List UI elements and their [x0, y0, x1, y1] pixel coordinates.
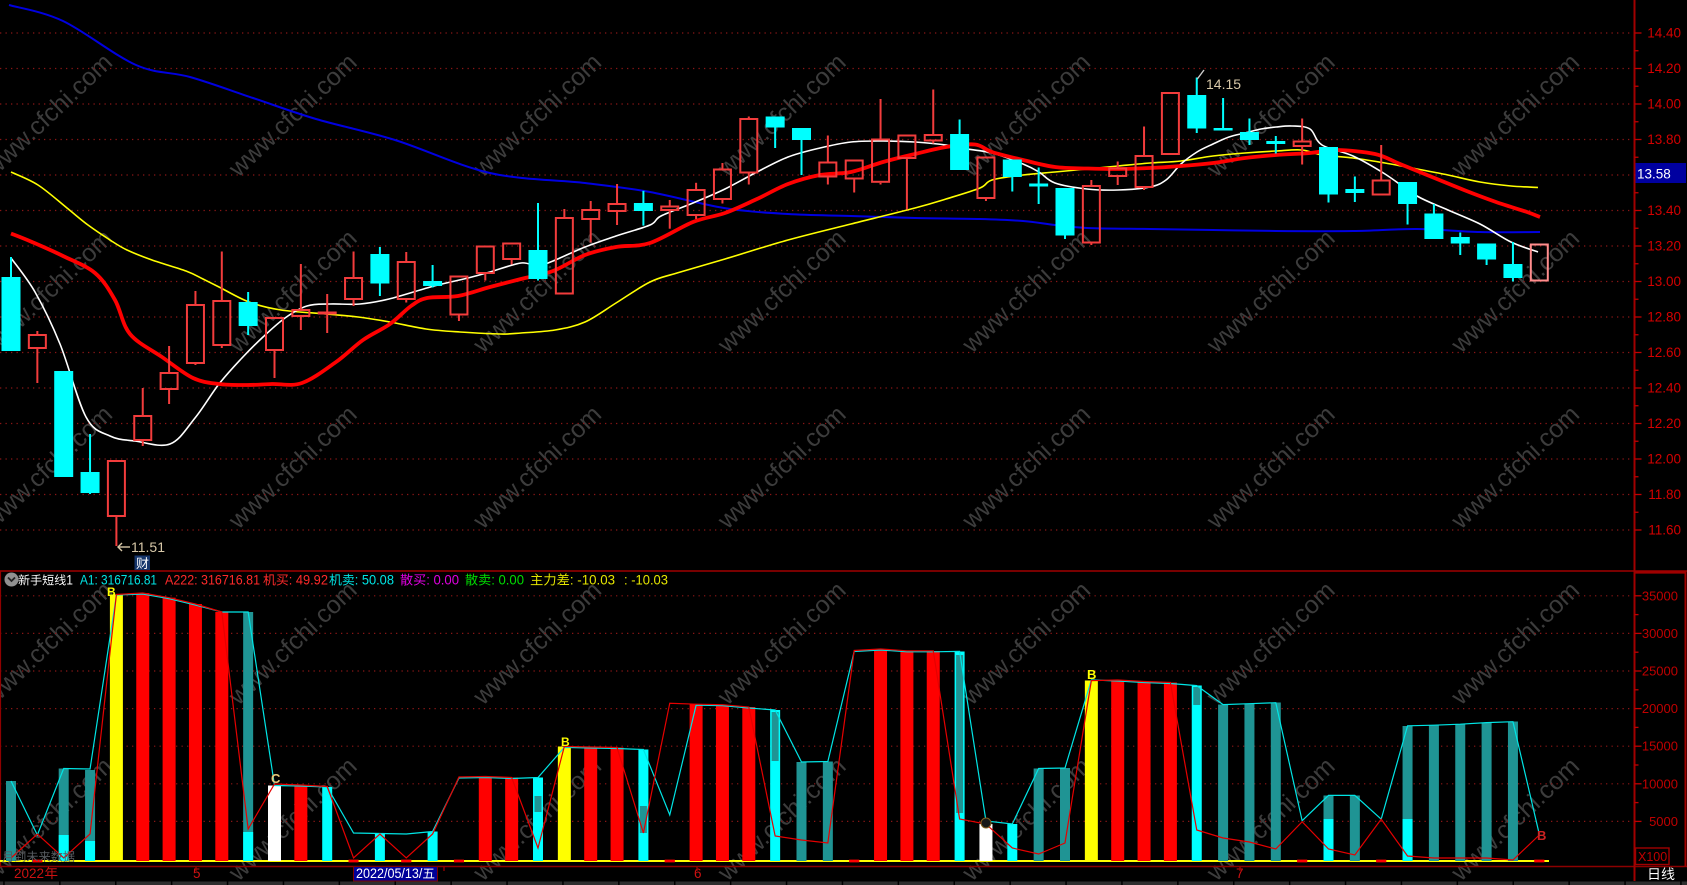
- svg-text:C: C: [271, 771, 281, 786]
- svg-text:7: 7: [1236, 866, 1244, 881]
- svg-text:6: 6: [694, 866, 702, 881]
- svg-text:2022: 2022: [14, 866, 44, 881]
- svg-text:14.00: 14.00: [1647, 97, 1681, 112]
- svg-text:15000: 15000: [1642, 739, 1678, 754]
- svg-text:1: 1: [66, 572, 73, 588]
- svg-text:11.80: 11.80: [1648, 487, 1681, 502]
- svg-text:: 0.00: : 0.00: [426, 572, 459, 588]
- svg-text:12.00: 12.00: [1647, 452, 1681, 467]
- svg-text:13.00: 13.00: [1647, 274, 1681, 289]
- svg-text:13.40: 13.40: [1647, 203, 1681, 218]
- svg-text:14.20: 14.20: [1647, 61, 1681, 76]
- svg-text:14.40: 14.40: [1647, 26, 1681, 41]
- svg-text:20000: 20000: [1642, 701, 1678, 716]
- svg-text:11.51: 11.51: [131, 539, 165, 555]
- svg-text:5: 5: [193, 866, 201, 881]
- svg-text:B: B: [107, 585, 116, 599]
- svg-text:: -10.03: : -10.03: [570, 572, 615, 588]
- svg-text:13.20: 13.20: [1647, 239, 1681, 254]
- svg-text:X100: X100: [1638, 850, 1667, 864]
- svg-text:2022/05/13/: 2022/05/13/: [356, 866, 423, 881]
- svg-text:: -10.03: : -10.03: [624, 572, 668, 588]
- svg-text:14.15: 14.15: [1206, 76, 1241, 92]
- svg-text:5000: 5000: [1649, 814, 1678, 829]
- svg-text:: 50.08: : 50.08: [355, 572, 394, 588]
- svg-text:35000: 35000: [1642, 588, 1678, 603]
- svg-text:: 49.92: : 49.92: [289, 572, 328, 588]
- svg-text:12.40: 12.40: [1647, 381, 1681, 396]
- svg-text:13.58: 13.58: [1637, 167, 1671, 182]
- svg-text:A1: 316716.81: A1: 316716.81: [80, 572, 157, 588]
- svg-text:11.60: 11.60: [1648, 523, 1681, 538]
- svg-text:B: B: [1537, 828, 1546, 843]
- svg-text:B: B: [561, 735, 570, 749]
- svg-text:: 0.00: : 0.00: [491, 572, 524, 588]
- svg-text:10000: 10000: [1642, 776, 1678, 791]
- svg-text:25000: 25000: [1642, 664, 1678, 679]
- svg-text:13.80: 13.80: [1647, 132, 1681, 147]
- svg-text:30000: 30000: [1642, 626, 1678, 641]
- svg-text:12.80: 12.80: [1647, 310, 1681, 325]
- svg-text:B: B: [1087, 667, 1096, 682]
- svg-text:12.60: 12.60: [1647, 345, 1681, 360]
- svg-text:12.20: 12.20: [1647, 416, 1681, 431]
- svg-text:A222: 316716.81: A222: 316716.81: [165, 572, 260, 588]
